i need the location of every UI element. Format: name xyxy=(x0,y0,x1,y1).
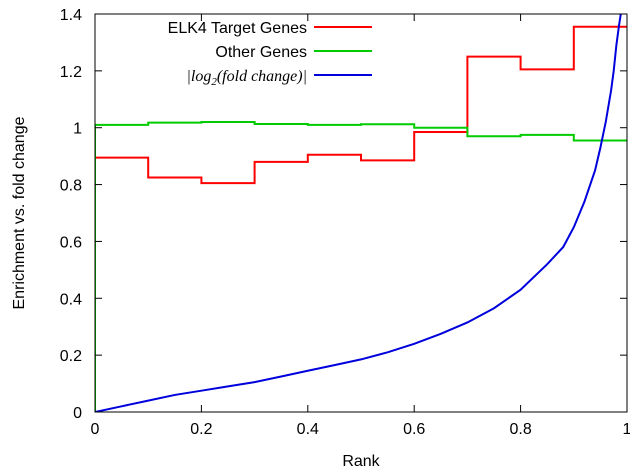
series-line-fold xyxy=(95,14,622,412)
y-axis-label: Enrichment vs. fold change xyxy=(11,116,28,309)
legend-label-other: Other Genes xyxy=(215,44,307,61)
x-tick-label: 0.4 xyxy=(297,421,319,438)
x-tick-label: 0.6 xyxy=(403,421,425,438)
chart-legend: ELK4 Target Genes Other Genes |log2(fold c… xyxy=(168,20,372,88)
x-axis-label: Rank xyxy=(342,453,380,470)
x-tick-label: 0.8 xyxy=(509,421,531,438)
y-tick-label: 1 xyxy=(73,121,82,138)
plot-area: 0 0.2 0.4 0.6 0.8 1 0 0.2 0.4 0.6 0.8 1 1.2 1.4 Rank En… xyxy=(11,7,630,470)
y-tick-label: 0.8 xyxy=(60,178,82,195)
x-tick-label: 0.2 xyxy=(190,421,212,438)
y-tick-label: 0.4 xyxy=(60,291,82,308)
y-tick-label: 0.2 xyxy=(60,348,82,365)
y-tick-label: 1.2 xyxy=(60,64,82,81)
x-tick-label: 1 xyxy=(623,421,630,438)
plot-frame xyxy=(94,13,628,413)
y-tick-label: 0 xyxy=(73,405,82,422)
legend-label-fold: |log2(fold change)| xyxy=(187,68,308,88)
series-line-other xyxy=(95,121,627,412)
series-group xyxy=(95,14,627,412)
x-tick-label: 0 xyxy=(91,421,100,438)
y-tick-label: 0.6 xyxy=(60,234,82,251)
y-tick-label: 1.4 xyxy=(60,7,82,24)
series-line-elk4 xyxy=(95,25,627,412)
legend-label-elk4: ELK4 Target Genes xyxy=(168,20,307,37)
